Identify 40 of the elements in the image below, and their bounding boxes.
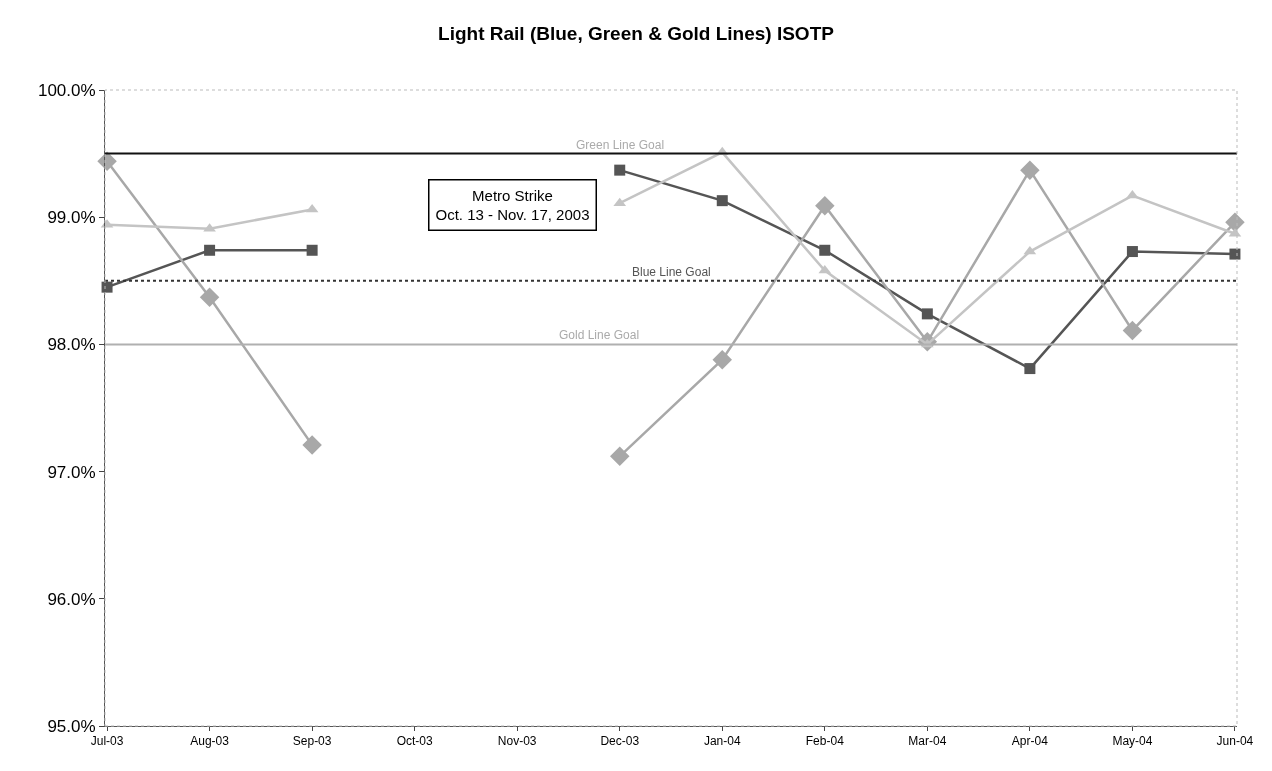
point: [819, 244, 831, 256]
x-tick-label: Sep-03: [292, 734, 332, 749]
point: [1024, 363, 1036, 375]
y-tick-label: 98.0%: [47, 335, 96, 355]
x-tick-label: Feb-04: [805, 734, 845, 749]
x-tick-label: Oct-03: [396, 734, 433, 749]
point: [815, 196, 835, 216]
point: [204, 244, 216, 256]
point: [712, 349, 733, 370]
point: [609, 446, 630, 467]
ref-line-label: Green Line Goal: [576, 138, 665, 152]
point: [199, 287, 220, 308]
point: [1229, 248, 1241, 260]
point: [1122, 320, 1143, 341]
chart-title: Light Rail (Blue, Green & Gold Lines) ISOTP: [438, 23, 835, 45]
point: [921, 308, 933, 320]
x-tick-label: Jul-03: [90, 734, 124, 749]
point: [1020, 160, 1040, 180]
point: [614, 164, 626, 176]
annotation: Metro Strike Oct. 13 - Nov. 17, 2003: [435, 186, 590, 223]
point: [1225, 212, 1245, 233]
point: [302, 435, 322, 455]
x-tick-label: Nov-03: [497, 734, 537, 749]
point: [716, 195, 728, 207]
x-tick-label: Aug-03: [190, 734, 230, 749]
x-tick-label: Jun-04: [1216, 734, 1254, 749]
y-tick-label: 100.0%: [37, 80, 96, 100]
y-tick-label: 95.0%: [47, 716, 96, 736]
ref-line-label: Gold Line Goal: [559, 328, 640, 342]
x-tick-label: Dec-03: [600, 734, 640, 749]
y-tick-label: 96.0%: [47, 589, 96, 609]
x-tick-label: May-04: [1112, 734, 1153, 749]
ref-line-label: Blue Line Goal: [632, 265, 711, 279]
point: [1126, 246, 1138, 258]
y-tick-label: 97.0%: [47, 462, 96, 482]
x-tick-label: Apr-04: [1011, 734, 1049, 749]
x-tick-label: Jan-04: [703, 734, 741, 749]
point: [306, 244, 318, 256]
y-tick-label: 99.0%: [47, 208, 96, 228]
x-tick-label: Mar-04: [908, 734, 947, 749]
